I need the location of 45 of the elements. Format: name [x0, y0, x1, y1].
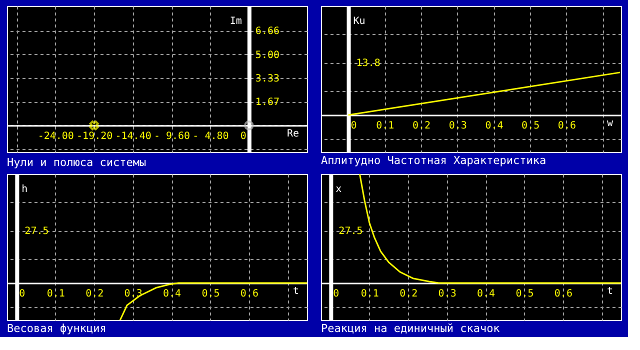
text: Нули и полюса системы: [7, 156, 146, 170]
x-axis-title: w: [606, 118, 614, 130]
x-tick-label: -24.00: [38, 130, 74, 142]
x-tick-label: 0: [240, 130, 246, 142]
y-axis-title: Ku: [353, 16, 366, 27]
y-axis-title: Im: [230, 16, 242, 27]
y-axis-title: h: [22, 184, 28, 195]
x-tick-label: 0.1: [46, 288, 65, 300]
x-tick-label: - 9.60: [154, 130, 190, 142]
x-tick-label: 0.2: [412, 120, 431, 132]
x-tick-label: -14.40: [115, 130, 152, 142]
x-tick-label: 0.5: [522, 120, 540, 132]
y-tick-label: 5.00: [255, 50, 280, 61]
x-tick-label: 0: [333, 288, 340, 300]
x-tick-label: 0.5: [516, 288, 534, 300]
x-tick-label: 0.1: [360, 288, 379, 300]
x-tick-label: 0.2: [86, 288, 104, 300]
x-axis-title: t: [292, 286, 299, 298]
x-tick-label: 0.1: [376, 120, 394, 132]
x-tick-label: 0.4: [476, 288, 496, 300]
text: Реакция на единичный скачок: [321, 322, 500, 335]
x-tick-label: 0: [19, 288, 26, 300]
x-tick-label: - 4.80: [192, 130, 229, 142]
x-tick-label: 0.5: [202, 288, 220, 300]
x-tick-label: 0.6: [240, 288, 258, 300]
x-axis-title: t: [606, 286, 613, 298]
y-tick-label: 3.33: [255, 74, 280, 85]
text: 13.8: [356, 58, 380, 69]
text: 27.5: [24, 226, 49, 237]
x-tick-label: 0.2: [400, 288, 418, 300]
x-tick-label: 0.6: [558, 120, 576, 132]
x-tick-label: 0.4: [162, 288, 182, 300]
x-tick-label: 0: [350, 120, 357, 132]
annotation: 27.5: [338, 226, 363, 237]
x-tick-label: -19.20: [76, 130, 113, 142]
text: Аплитудно Частотная Характеристика: [321, 154, 546, 167]
text: Весовая функция: [7, 322, 106, 335]
x-tick-label: 0.3: [448, 120, 467, 132]
y-axis-title: x: [336, 184, 342, 195]
x-axis-title: Re: [286, 128, 299, 140]
x-tick-label: 0.6: [554, 288, 572, 300]
y-tick-label: 1.67: [255, 97, 280, 108]
y-tick-label: 6.66: [255, 26, 280, 38]
x-tick-label: 0.4: [485, 120, 504, 132]
x-tick-label: 0.3: [438, 288, 456, 300]
